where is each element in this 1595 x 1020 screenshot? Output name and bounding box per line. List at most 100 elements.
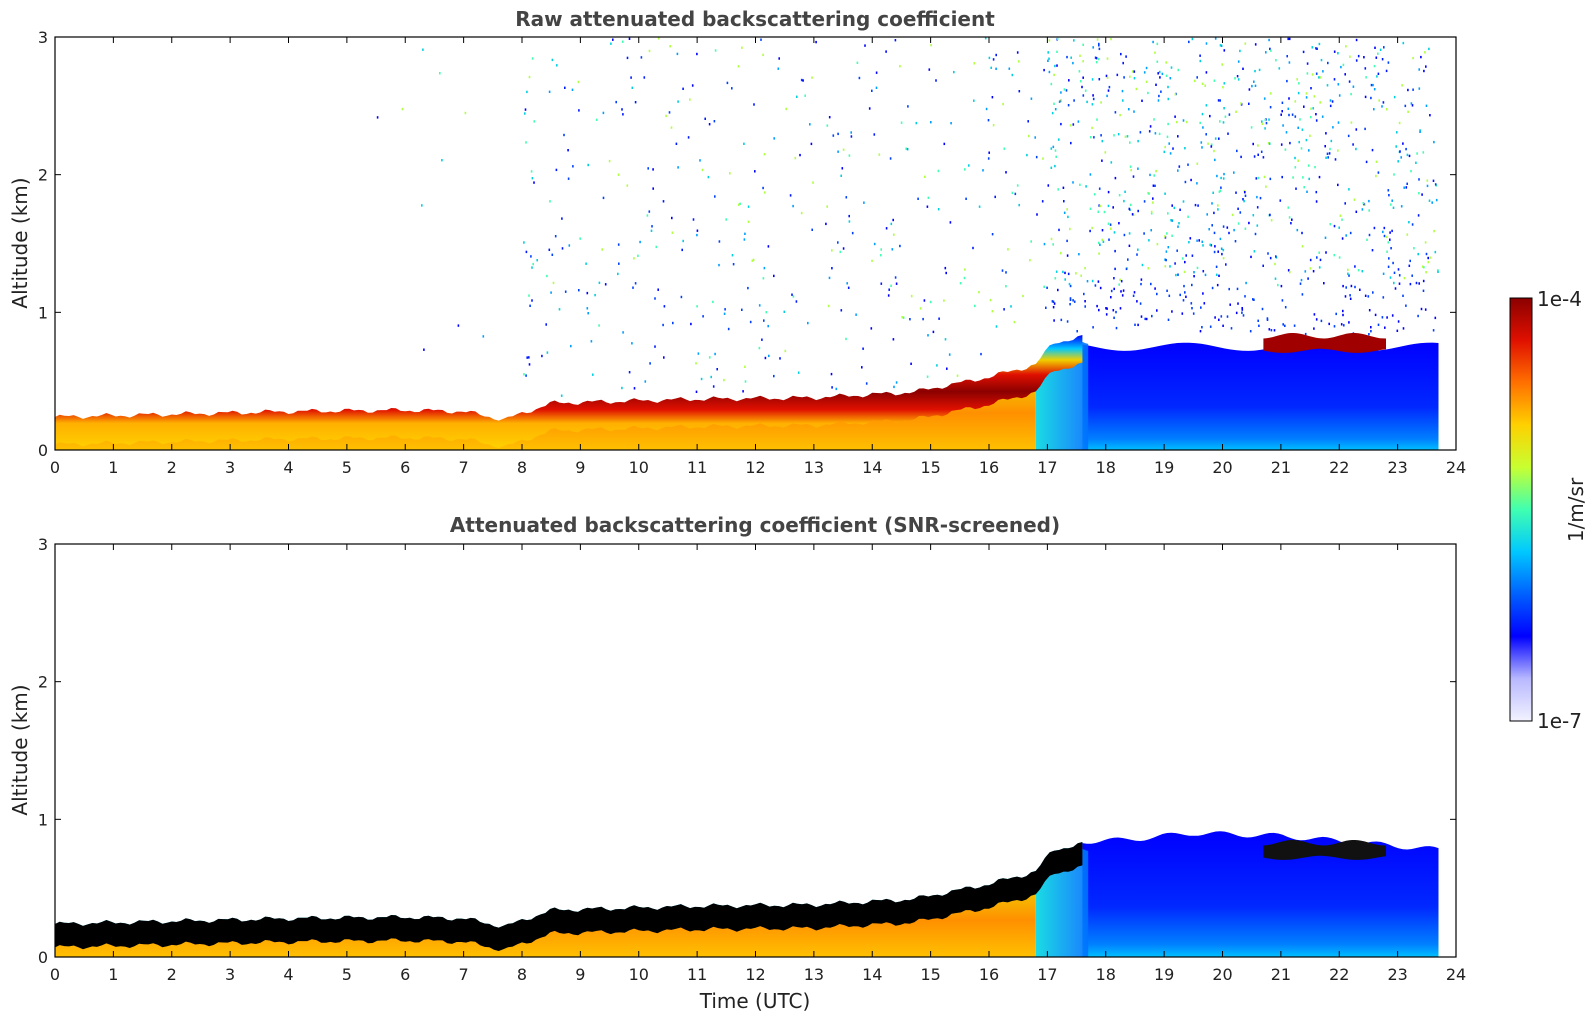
- noise-speckle: [831, 249, 833, 252]
- noise-speckle: [1308, 149, 1310, 152]
- noise-speckle: [1391, 199, 1393, 202]
- noise-speckle: [944, 338, 947, 341]
- noise-speckle: [1092, 94, 1094, 97]
- x-tick-label: 10: [629, 458, 649, 477]
- noise-speckle: [1293, 324, 1296, 327]
- noise-speckle: [1289, 141, 1291, 145]
- noise-speckle: [1301, 231, 1303, 235]
- noise-speckle: [1263, 97, 1266, 100]
- noise-speckle: [528, 356, 530, 359]
- noise-speckle: [880, 282, 883, 285]
- noise-speckle: [1201, 240, 1204, 243]
- noise-speckle: [1401, 84, 1403, 87]
- noise-speckle: [551, 58, 554, 62]
- noise-speckle: [1400, 156, 1402, 159]
- noise-speckle: [1434, 316, 1437, 320]
- noise-speckle: [1093, 136, 1095, 139]
- noise-speckle: [1187, 163, 1189, 166]
- noise-speckle: [1241, 311, 1243, 314]
- noise-speckle: [1188, 40, 1190, 44]
- noise-speckle: [832, 134, 835, 137]
- noise-speckle: [1196, 162, 1199, 165]
- noise-speckle: [1122, 289, 1125, 292]
- noise-speckle: [567, 149, 569, 152]
- noise-speckle: [1405, 304, 1407, 307]
- noise-speckle: [1055, 270, 1058, 273]
- x-tick-label: 8: [517, 965, 527, 984]
- noise-speckle: [1069, 124, 1072, 127]
- noise-speckle: [1185, 120, 1188, 124]
- noise-speckle: [1191, 307, 1193, 310]
- noise-speckle: [1397, 160, 1399, 163]
- noise-speckle: [1352, 85, 1355, 88]
- noise-speckle: [1424, 308, 1427, 311]
- noise-speckle: [758, 346, 761, 350]
- noise-speckle: [1176, 249, 1178, 252]
- noise-speckle: [1405, 186, 1408, 189]
- noise-speckle: [1398, 121, 1401, 125]
- noise-speckle: [1381, 105, 1383, 108]
- noise-speckle: [792, 295, 795, 298]
- noise-speckle: [676, 52, 679, 56]
- noise-speckle: [1258, 68, 1261, 72]
- noise-speckle: [1248, 221, 1250, 225]
- noise-speckle: [578, 289, 580, 292]
- noise-speckle: [1151, 314, 1153, 318]
- noise-speckle: [530, 255, 532, 258]
- noise-speckle: [1281, 175, 1283, 179]
- noise-speckle: [1182, 119, 1185, 122]
- noise-speckle: [1140, 282, 1142, 286]
- noise-speckle: [1156, 60, 1159, 63]
- noise-speckle: [1233, 171, 1235, 174]
- noise-speckle: [943, 299, 945, 302]
- noise-speckle: [1374, 46, 1376, 49]
- noise-speckle: [1114, 249, 1116, 253]
- noise-speckle: [1066, 208, 1068, 211]
- noise-speckle: [1267, 252, 1269, 255]
- noise-speckle: [457, 324, 460, 327]
- noise-speckle: [762, 186, 764, 190]
- noise-speckle: [1205, 42, 1208, 45]
- x-tick-label: 1: [108, 965, 118, 984]
- x-tick-label: 18: [1096, 965, 1116, 984]
- noise-speckle: [1322, 70, 1324, 73]
- colorbar-min-label: 1e-7: [1537, 709, 1582, 733]
- noise-speckle: [1217, 204, 1219, 207]
- noise-speckle: [1377, 72, 1380, 75]
- noise-speckle: [988, 151, 990, 154]
- noise-speckle: [1262, 264, 1264, 267]
- noise-speckle: [1056, 50, 1058, 53]
- noise-speckle: [1098, 204, 1100, 207]
- noise-speckle: [1112, 206, 1114, 209]
- noise-speckle: [1220, 176, 1222, 180]
- noise-speckle: [1166, 289, 1168, 292]
- noise-speckle: [1122, 61, 1124, 65]
- noise-speckle: [1057, 288, 1059, 292]
- noise-speckle: [707, 175, 710, 179]
- noise-speckle: [1223, 172, 1225, 176]
- noise-speckle: [1107, 89, 1110, 92]
- noise-speckle: [528, 294, 530, 297]
- noise-speckle: [891, 248, 894, 251]
- noise-speckle: [767, 245, 770, 248]
- noise-speckle: [1118, 222, 1120, 225]
- noise-speckle: [556, 64, 558, 67]
- noise-speckle: [1221, 63, 1223, 66]
- noise-speckle: [1089, 229, 1091, 233]
- noise-speckle: [1165, 250, 1168, 253]
- noise-speckle: [1094, 284, 1097, 287]
- x-tick-label: 11: [687, 965, 707, 984]
- noise-speckle: [1028, 134, 1030, 138]
- noise-speckle: [628, 37, 631, 40]
- noise-speckle: [1429, 256, 1432, 259]
- noise-speckle: [1242, 314, 1245, 317]
- noise-speckle: [1158, 132, 1161, 136]
- noise-speckle: [1100, 134, 1102, 137]
- noise-speckle: [1030, 240, 1032, 243]
- noise-speckle: [1119, 307, 1122, 310]
- noise-speckle: [1110, 161, 1113, 164]
- noise-speckle: [1270, 49, 1272, 52]
- noise-speckle: [1265, 185, 1267, 188]
- x-tick-label: 13: [804, 458, 824, 477]
- noise-speckle: [1133, 77, 1136, 80]
